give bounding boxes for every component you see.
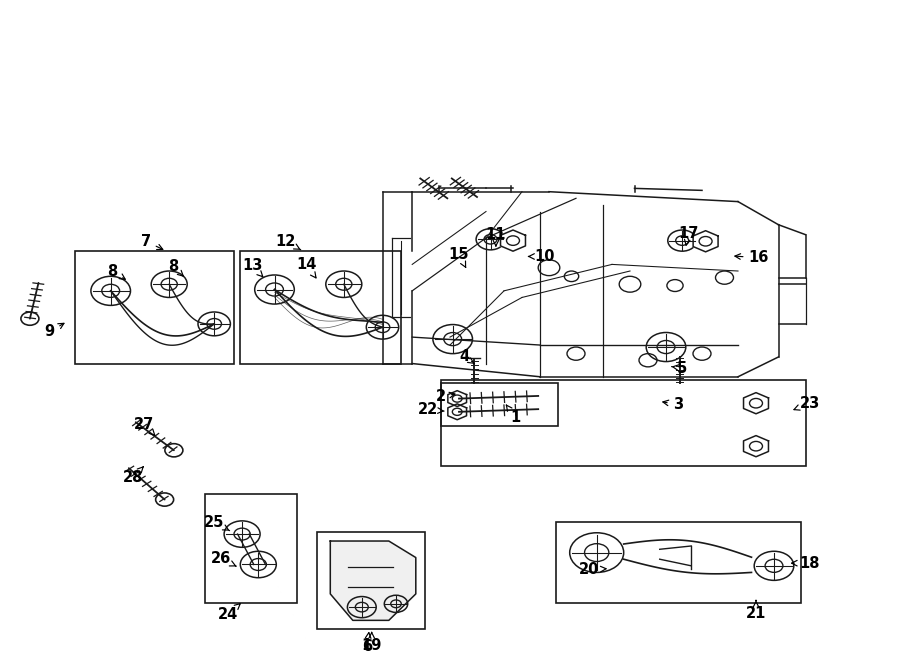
Text: 9: 9: [44, 323, 64, 339]
Text: 27: 27: [134, 417, 155, 436]
Text: 11: 11: [486, 227, 506, 246]
Text: 23: 23: [794, 396, 820, 410]
Text: 16: 16: [735, 251, 769, 265]
Polygon shape: [500, 230, 526, 251]
Polygon shape: [693, 231, 718, 252]
Text: 6: 6: [362, 633, 373, 654]
Polygon shape: [743, 393, 769, 414]
Text: 7: 7: [140, 234, 163, 249]
Text: 15: 15: [449, 247, 469, 268]
Text: 17: 17: [679, 227, 698, 245]
Text: 1: 1: [507, 405, 521, 425]
Text: 8: 8: [107, 264, 125, 280]
Bar: [441, 380, 806, 466]
Polygon shape: [330, 541, 416, 620]
Bar: [205, 494, 297, 603]
Text: 3: 3: [662, 397, 683, 412]
Text: 10: 10: [528, 249, 554, 264]
Bar: [441, 383, 558, 426]
Polygon shape: [743, 436, 769, 457]
Text: 5: 5: [671, 361, 688, 375]
Text: 22: 22: [418, 403, 444, 417]
Circle shape: [21, 312, 39, 325]
Text: 4: 4: [459, 350, 474, 364]
Text: 20: 20: [580, 563, 606, 577]
Text: 8: 8: [167, 259, 184, 276]
Bar: [556, 522, 801, 603]
Text: 13: 13: [242, 258, 263, 277]
Text: 18: 18: [792, 556, 820, 570]
Text: 12: 12: [275, 234, 301, 250]
Bar: [75, 251, 234, 364]
Text: 2: 2: [436, 389, 455, 404]
Text: 19: 19: [362, 633, 382, 653]
Text: 26: 26: [211, 551, 236, 566]
Text: 28: 28: [123, 467, 143, 485]
Text: 14: 14: [296, 257, 316, 278]
Bar: [317, 532, 425, 629]
Circle shape: [156, 493, 174, 506]
Text: 24: 24: [218, 603, 240, 622]
Polygon shape: [448, 404, 466, 420]
Text: 21: 21: [746, 600, 766, 621]
Circle shape: [165, 444, 183, 457]
Text: 25: 25: [204, 515, 230, 531]
Polygon shape: [448, 391, 466, 407]
Bar: [240, 251, 400, 364]
